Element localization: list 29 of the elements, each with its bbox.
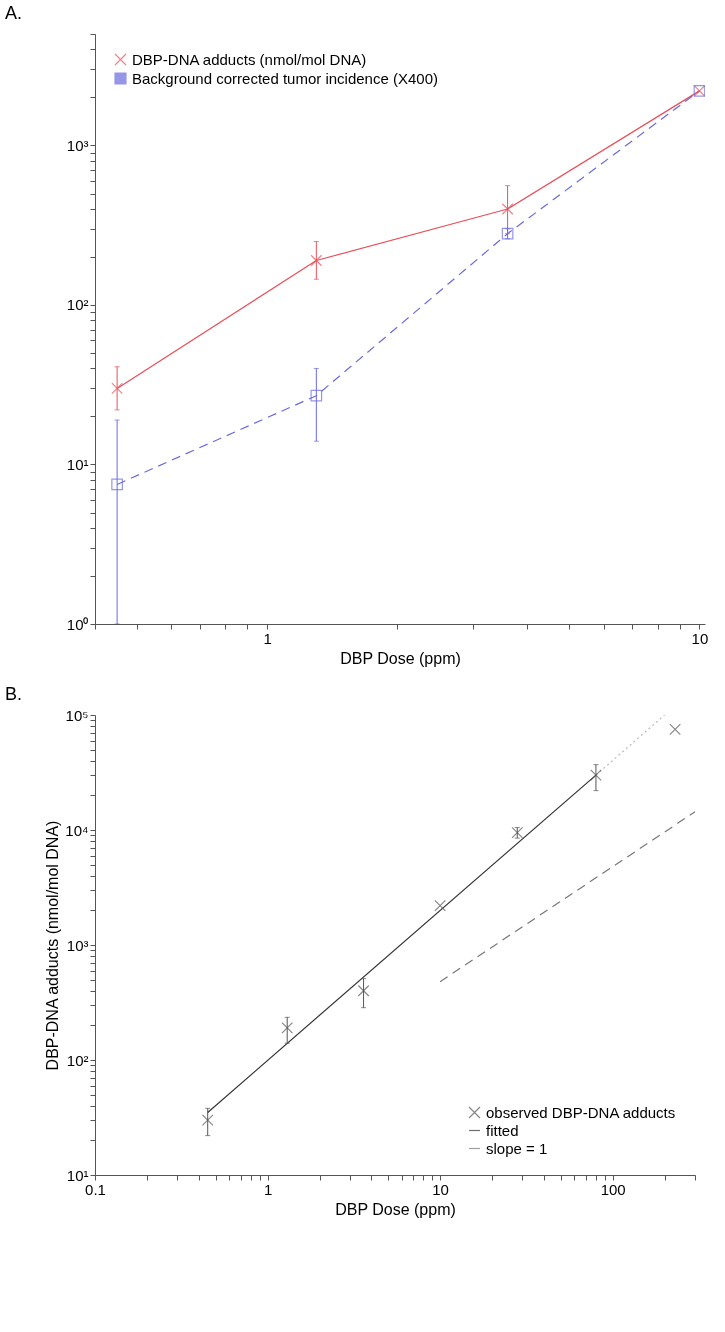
- x-tick-label: 100: [600, 1180, 626, 1198]
- y-tick-label: 10³: [66, 136, 89, 154]
- chart-title: B.: [5, 684, 23, 704]
- y-tick-label: 10³: [66, 936, 89, 954]
- y-tick-label: 10¹: [66, 456, 89, 473]
- y-tick-label: 10⁴: [65, 821, 89, 839]
- legend-label: observed DBP-DNA adducts: [486, 1103, 676, 1121]
- legend-label: slope = 1: [486, 1139, 548, 1157]
- y-tick-label: 10²: [66, 296, 89, 314]
- x-axis-title: DBP Dose (ppm): [335, 1200, 456, 1218]
- point: [434, 899, 446, 912]
- x-tick-label: 10: [691, 629, 709, 647]
- point: [201, 1114, 214, 1126]
- legend-label: Background corrected tumor incidence (X400): [132, 69, 438, 87]
- point: [357, 984, 370, 997]
- y-axis-title: DBP-DNA adducts (nmol/mol DNA): [44, 820, 62, 1071]
- x-tick-label: 10: [432, 1180, 449, 1198]
- y-tick-label: 10⁰: [66, 615, 89, 633]
- point: [590, 769, 602, 781]
- legend-label: DBP-DNA adducts (nmol/mol DNA): [132, 50, 367, 68]
- chart-title: A.: [5, 3, 23, 23]
- x-tick-label: 1: [263, 629, 272, 647]
- legend-label: fitted: [486, 1121, 519, 1139]
- y-tick-label: 10⁵: [65, 706, 89, 724]
- x-tick-label: 1: [263, 1180, 273, 1198]
- x-axis-title: DBP Dose (ppm): [340, 649, 461, 667]
- point: [669, 723, 681, 736]
- point: [511, 826, 524, 839]
- y-tick-label: 10²: [66, 1051, 89, 1069]
